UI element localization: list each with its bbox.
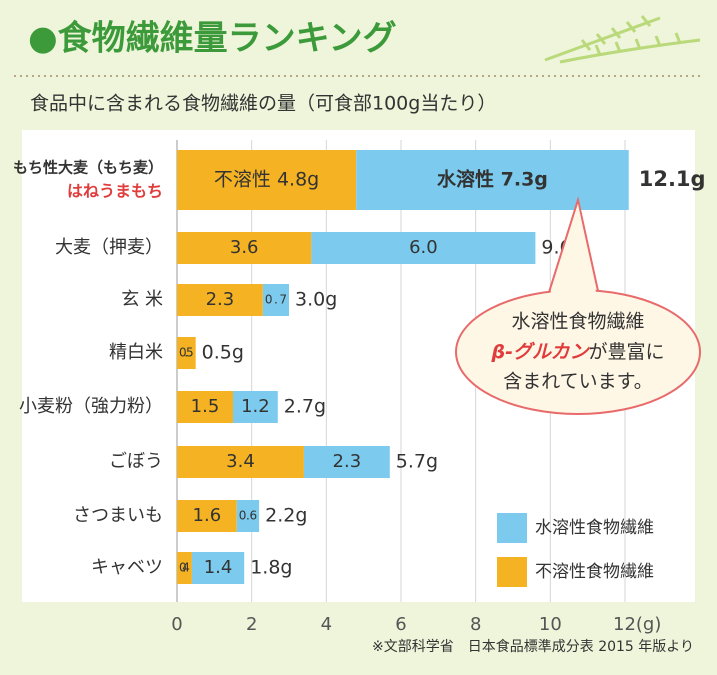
bar-segment bbox=[356, 150, 629, 210]
bar-label: 0.4 bbox=[179, 561, 190, 575]
bar-label: 1.2 bbox=[241, 396, 270, 417]
category-label: キャベツ bbox=[91, 557, 163, 578]
total-label: 12.1g bbox=[639, 167, 706, 191]
total-label: 2.7g bbox=[284, 396, 326, 418]
legend-label: 水溶性食物繊維 bbox=[535, 518, 654, 538]
bar-segment bbox=[177, 552, 192, 584]
subtitle: 食品中に含まれる食物繊維の量（可食部100g当たり） bbox=[30, 93, 496, 115]
chart-title: ●食物繊維量ランキング bbox=[28, 19, 397, 59]
bar-segment bbox=[177, 150, 357, 210]
bar-segment bbox=[177, 232, 312, 264]
x-tick-label: 12(g) bbox=[613, 614, 661, 635]
bar-segment bbox=[177, 391, 233, 423]
bar-segment bbox=[177, 500, 237, 532]
bar-segment bbox=[177, 446, 304, 478]
total-label: 0.5g bbox=[202, 342, 244, 364]
bar-label: 不溶性 4.8g bbox=[214, 169, 319, 191]
bar-label: 2.3 bbox=[333, 451, 362, 472]
total-label: 3.0g bbox=[295, 289, 337, 311]
x-tick-label: 0 bbox=[171, 614, 182, 635]
bar-label: 0.7 bbox=[265, 293, 287, 307]
callout-text: が豊富に bbox=[588, 341, 664, 363]
bar-segment bbox=[177, 284, 263, 316]
bar-label: 水溶性 7.3g bbox=[437, 168, 548, 191]
legend-swatch bbox=[497, 557, 527, 587]
callout-highlight: β-グルカン bbox=[491, 341, 591, 363]
bar-label: 1.6 bbox=[193, 505, 222, 526]
x-tick-label: 4 bbox=[321, 614, 332, 635]
bar-label: 3.4 bbox=[226, 451, 255, 472]
wheat-decoration bbox=[544, 15, 701, 64]
category-highlight: はねうまもち bbox=[67, 182, 163, 201]
total-label: 1.8g bbox=[250, 557, 292, 579]
legend-swatch bbox=[497, 513, 527, 543]
x-tick-label: 2 bbox=[246, 614, 257, 635]
bar-segment bbox=[262, 284, 289, 316]
bar-segment bbox=[311, 232, 536, 264]
category-label: 玄 米 bbox=[121, 289, 163, 310]
legend-label: 不溶性食物繊維 bbox=[535, 562, 654, 582]
bar-label: 6.0 bbox=[409, 237, 438, 258]
callout-text: 水溶性食物繊維 bbox=[511, 311, 644, 333]
category-label: もち性大麦（もち麦） bbox=[13, 159, 163, 177]
callout-text: β-グルカンが豊富に bbox=[491, 341, 665, 363]
callout-text: 含まれています。 bbox=[503, 371, 653, 393]
callout-cover bbox=[547, 204, 598, 304]
source-note: ※文部科学省 日本食品標準成分表 2015 年版より bbox=[372, 638, 694, 655]
total-label: 5.7g bbox=[396, 451, 438, 473]
bar-segment bbox=[233, 391, 278, 423]
total-label: 2.2g bbox=[265, 505, 307, 527]
bar-segment bbox=[236, 500, 260, 532]
x-tick-label: 8 bbox=[470, 614, 481, 635]
bar-label: 0.6 bbox=[239, 509, 257, 523]
bar-segment bbox=[191, 552, 245, 584]
bar-segment bbox=[177, 337, 196, 369]
bar-label: 3.6 bbox=[230, 237, 259, 258]
bar-label: 1.4 bbox=[204, 557, 233, 578]
bar-segment bbox=[303, 446, 390, 478]
category-label: ごぼう bbox=[109, 451, 163, 472]
bar-label: 1.5 bbox=[191, 396, 220, 417]
category-label: 大麦（押麦） bbox=[55, 237, 163, 258]
category-label: さつまいも bbox=[73, 505, 163, 526]
x-tick-label: 6 bbox=[395, 614, 406, 635]
category-label: 精白米 bbox=[109, 342, 163, 363]
bar-label: 0.5 bbox=[179, 346, 194, 360]
category-label: 小麦粉（強力粉） bbox=[19, 396, 163, 417]
bar-label: 2.3 bbox=[206, 289, 235, 310]
x-tick-label: 10 bbox=[539, 614, 562, 635]
